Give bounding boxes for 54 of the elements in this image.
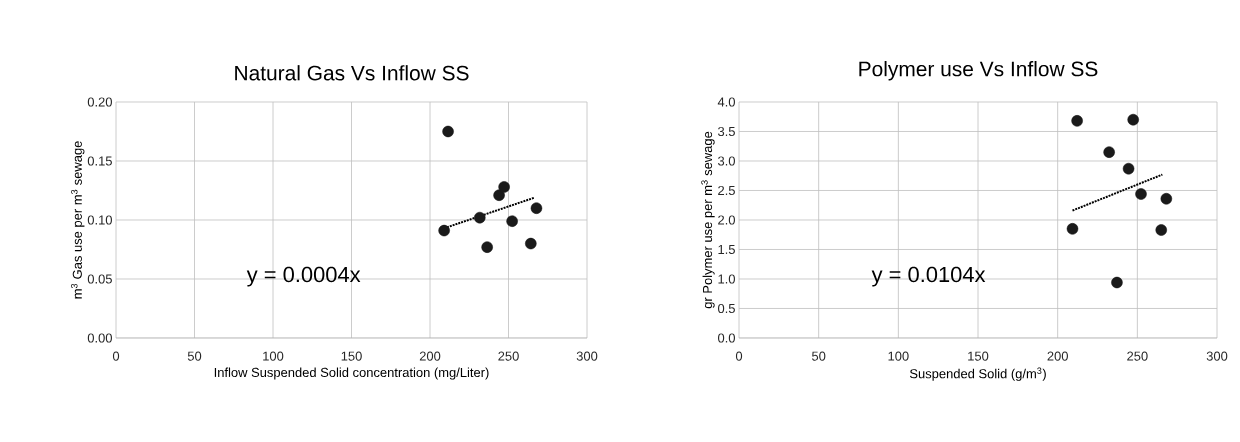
x-tick-label: 200 xyxy=(1047,351,1068,361)
x-tick-label: 100 xyxy=(263,351,284,361)
point xyxy=(530,202,543,214)
y-tick-label: 0.00 xyxy=(87,333,112,343)
x-tick-label: 300 xyxy=(1206,351,1228,361)
chart-title: Polymer use Vs Inflow SS xyxy=(859,60,1098,81)
y-tick-label: 0.20 xyxy=(87,97,112,107)
x-tick-label: 250 xyxy=(498,351,519,361)
point xyxy=(525,237,537,250)
x-tick-label: 0 xyxy=(112,351,120,361)
y-axis-title: m$^{3}$ Gas use per m$^{3}$ sewage xyxy=(71,141,85,299)
point xyxy=(1127,113,1139,126)
y-tick-label: 2.5 xyxy=(718,185,735,196)
y-tick-label: 0.0 xyxy=(717,333,735,343)
point xyxy=(1071,115,1083,127)
annotation: y = 0.0004x xyxy=(246,266,361,287)
x-tick-label: 100 xyxy=(888,351,909,361)
point xyxy=(1111,276,1123,289)
x-tick-label: 50 xyxy=(811,351,826,361)
y-tick-label: 0.15 xyxy=(87,156,112,166)
point xyxy=(1066,223,1079,235)
point xyxy=(1122,162,1135,175)
chart-title: Natural Gas Vs Inflow SS xyxy=(235,65,469,81)
point xyxy=(1103,146,1115,158)
point xyxy=(1135,188,1147,200)
y-tick-label: 0.05 xyxy=(87,274,112,284)
annotation: y = 0.0104x xyxy=(871,266,986,287)
point xyxy=(481,241,493,253)
point xyxy=(1155,224,1167,236)
x-tick-label: 0 xyxy=(735,351,743,361)
x-tick-label: 200 xyxy=(419,351,441,361)
x-axis-title: Inflow Suspended Solid concentration (mg/Liter) xyxy=(214,367,489,380)
point xyxy=(442,125,454,138)
y-tick-label: 1.5 xyxy=(718,244,735,254)
y-tick-label: 2.0 xyxy=(718,215,735,225)
point xyxy=(498,181,510,193)
x-axis-title: Suspended Solid (g/m$^{3}$) xyxy=(909,367,1046,381)
point xyxy=(474,211,486,224)
y-tick-label: 4.0 xyxy=(717,97,735,107)
x-tick-label: 50 xyxy=(187,351,202,361)
x-tick-label: 300 xyxy=(576,351,598,361)
x-tick-label: 150 xyxy=(968,351,989,361)
point xyxy=(493,189,505,201)
y-axis-title: gr Polymer use per m$^{3}$ sewage xyxy=(701,131,715,309)
y-tick-label: 0.10 xyxy=(87,215,112,225)
y-tick-label: 1.0 xyxy=(718,274,735,284)
y-tick-label: 3.0 xyxy=(717,156,735,166)
y-tick-label: 3.5 xyxy=(717,126,735,137)
point xyxy=(438,224,450,237)
x-tick-label: 250 xyxy=(1127,351,1148,361)
x-tick-label: 150 xyxy=(341,351,362,361)
point xyxy=(1160,192,1173,205)
y-tick-label: 0.5 xyxy=(717,303,735,314)
point xyxy=(506,215,518,227)
